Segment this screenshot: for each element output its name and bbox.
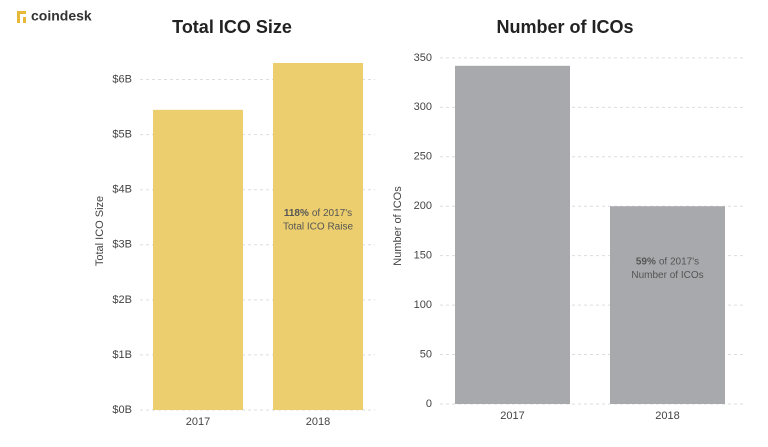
logo: coindesk: [17, 8, 92, 24]
annotation-text: of 2017's: [659, 256, 699, 267]
x-tick-label: 2018: [655, 410, 679, 422]
x-tick-label: 2018: [306, 416, 330, 428]
y-tick-label: $3B: [112, 239, 132, 251]
y-tick-label: 350: [414, 52, 432, 64]
annotation-text: Total ICO Raise: [283, 222, 353, 233]
y-tick-label: $2B: [112, 294, 132, 306]
y-tick-label: $6B: [112, 73, 132, 85]
bar: [273, 63, 363, 411]
chart-title: Number of ICOs: [496, 17, 633, 37]
x-tick-label: 2017: [500, 410, 524, 422]
annotation-emphasis: 59%: [636, 256, 656, 267]
y-axis-label: Number of ICOs: [392, 186, 404, 266]
brand: coindesk: [31, 8, 92, 24]
y-tick-label: $1B: [112, 349, 132, 361]
y-tick-label: 250: [414, 151, 432, 163]
annotation-text: Number of ICOs: [631, 270, 703, 281]
y-tick-label: 50: [420, 348, 432, 360]
y-tick-label: $5B: [112, 129, 132, 141]
y-tick-label: $0B: [112, 404, 132, 416]
annotation-text: of 2017's: [312, 208, 352, 219]
bar: [610, 206, 725, 404]
y-tick-label: 150: [414, 250, 432, 262]
y-tick-label: 0: [426, 398, 432, 410]
y-tick-label: $4B: [112, 184, 132, 196]
y-tick-label: 100: [414, 299, 432, 311]
y-axis-label: Total ICO Size: [94, 196, 106, 266]
annotation: 59% of 2017's: [636, 256, 699, 267]
chart-title: Total ICO Size: [172, 17, 292, 37]
bar: [153, 109, 243, 410]
y-tick-label: 200: [414, 200, 432, 212]
annotation-emphasis: 118%: [284, 208, 309, 219]
bar: [455, 65, 570, 405]
annotation: 118% of 2017's: [284, 208, 352, 219]
x-tick-label: 2017: [186, 416, 210, 428]
y-tick-label: 300: [414, 101, 432, 113]
